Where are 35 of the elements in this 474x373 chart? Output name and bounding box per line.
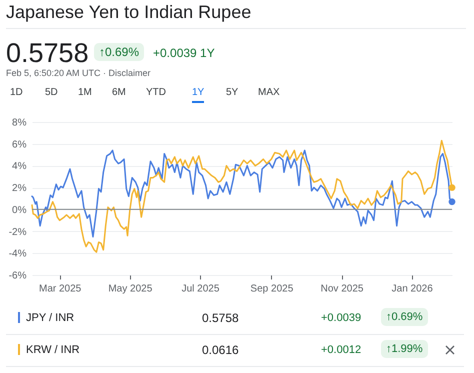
y-tick-label: 6% [12, 139, 27, 150]
y-tick-label: -6% [8, 270, 27, 282]
text: +0.0039 [321, 312, 362, 324]
text: 0.0616 [202, 343, 239, 357]
y-tick-label: 4% [12, 161, 27, 172]
text: YTD [146, 87, 166, 98]
text: +0.0012 [321, 344, 362, 356]
x-tick-label: Mar 2025 [38, 284, 82, 294]
y-tick-label: -2% [8, 226, 27, 238]
x-tick-label: Jul 2025 [182, 284, 220, 294]
text: MAX [258, 87, 280, 98]
legend-label: KRW / INR [26, 344, 80, 356]
x-tick-label: Nov 2025 [320, 284, 364, 294]
text: 1D [10, 87, 23, 98]
x-tick-label: Sep 2025 [250, 284, 294, 294]
text: +0.0039 1Y [153, 46, 215, 60]
x-tick-label: May 2025 [108, 284, 153, 294]
text: 0.5758 [202, 311, 239, 325]
legend-label: JPY / INR [26, 312, 74, 324]
text: ↑0.69% [381, 308, 428, 326]
y-tick-label: 0% [12, 204, 27, 216]
text: 5Y [226, 87, 238, 98]
text: 5D [45, 87, 58, 98]
y-tick-label: 8% [12, 118, 27, 128]
text: 1Y [192, 87, 204, 103]
y-tick-label: 2% [12, 183, 27, 194]
chart-title: Japanese Yen to Indian Rupee [6, 2, 252, 23]
text: 0.5758 [6, 38, 89, 69]
y-tick-label: -4% [8, 248, 27, 260]
text: 1M [78, 87, 92, 98]
text: Feb 5, 6:50:20 AM UTC · Disclaimer [6, 68, 151, 78]
text: 6M [112, 87, 126, 98]
text: ↑1.99% [381, 340, 428, 358]
text: ↑0.69% [94, 43, 144, 61]
x-tick-label: Jan 2026 [392, 284, 434, 294]
